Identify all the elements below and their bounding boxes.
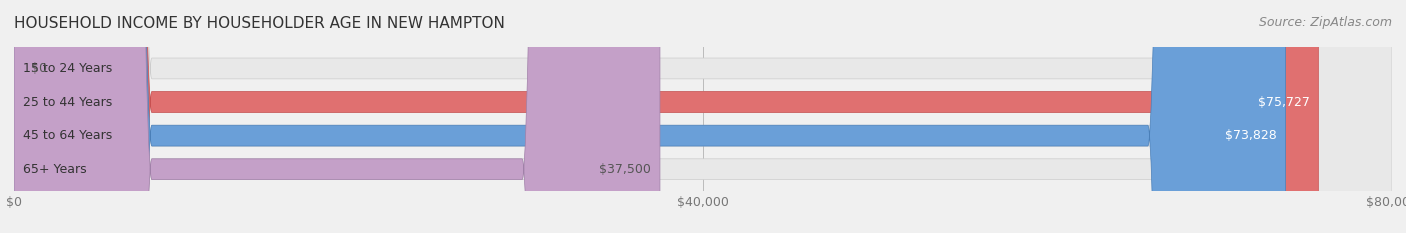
FancyBboxPatch shape bbox=[14, 0, 1319, 233]
Text: $75,727: $75,727 bbox=[1258, 96, 1310, 109]
Text: 15 to 24 Years: 15 to 24 Years bbox=[22, 62, 112, 75]
FancyBboxPatch shape bbox=[14, 0, 1392, 233]
FancyBboxPatch shape bbox=[14, 0, 659, 233]
Text: 25 to 44 Years: 25 to 44 Years bbox=[22, 96, 112, 109]
Text: HOUSEHOLD INCOME BY HOUSEHOLDER AGE IN NEW HAMPTON: HOUSEHOLD INCOME BY HOUSEHOLDER AGE IN N… bbox=[14, 16, 505, 31]
Text: 45 to 64 Years: 45 to 64 Years bbox=[22, 129, 112, 142]
FancyBboxPatch shape bbox=[14, 0, 1285, 233]
Text: 65+ Years: 65+ Years bbox=[22, 163, 86, 176]
FancyBboxPatch shape bbox=[14, 0, 1392, 233]
FancyBboxPatch shape bbox=[14, 0, 1392, 233]
FancyBboxPatch shape bbox=[14, 0, 1392, 233]
Text: $37,500: $37,500 bbox=[599, 163, 651, 176]
Text: Source: ZipAtlas.com: Source: ZipAtlas.com bbox=[1258, 16, 1392, 29]
Text: $73,828: $73,828 bbox=[1225, 129, 1277, 142]
Text: $0: $0 bbox=[31, 62, 48, 75]
